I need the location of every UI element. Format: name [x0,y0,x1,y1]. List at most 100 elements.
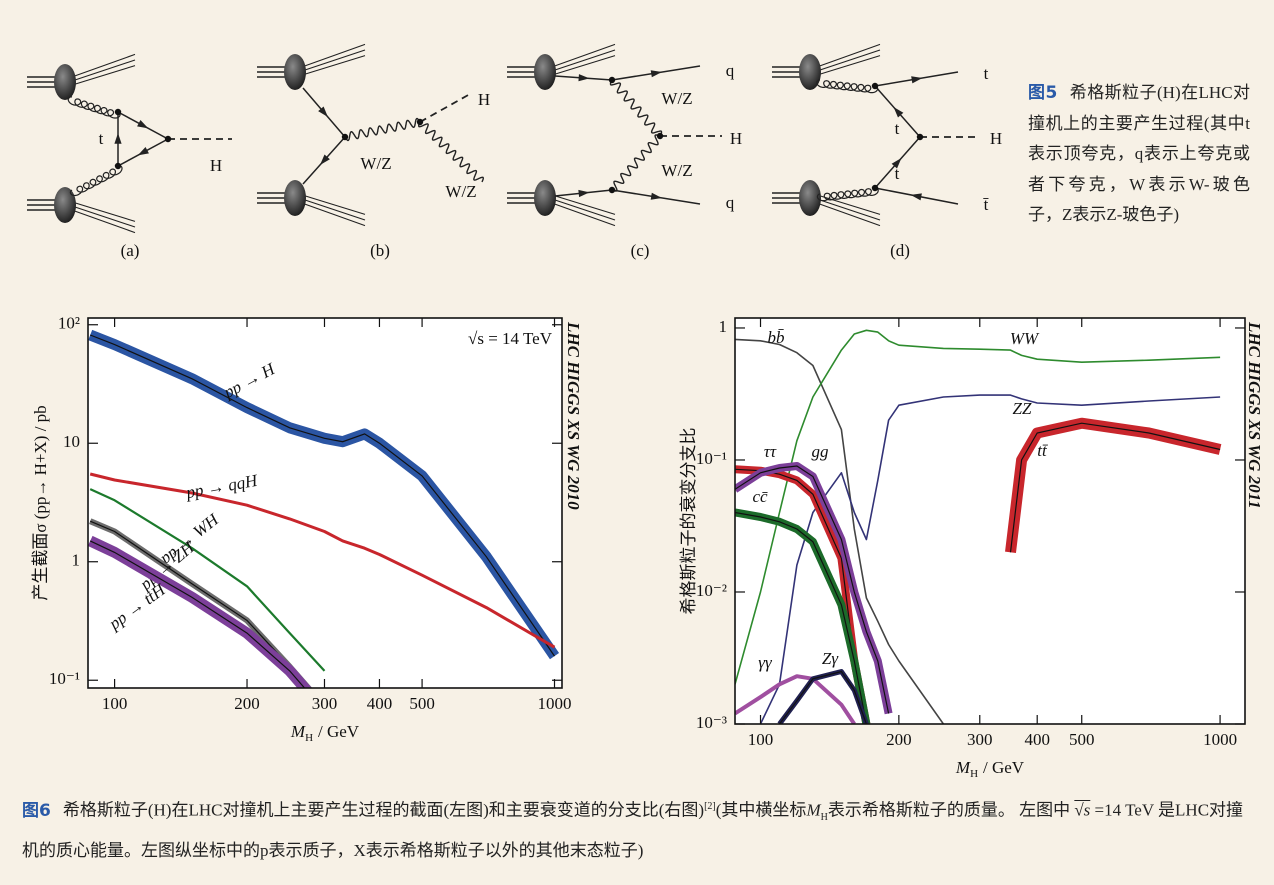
y-axis-title: 希格斯粒子的衰变分支比 [679,428,698,615]
series-label: bb̄ [768,328,785,347]
x-tick-label: 300 [967,730,993,749]
particle-line [69,54,135,78]
plot-area [735,318,1245,724]
plot-area [88,318,562,688]
particle-line [420,94,470,122]
particle-line [549,56,615,76]
x-tick-label: 1000 [1203,730,1237,749]
particle-line [814,44,880,68]
caption-text: 希格斯粒子(H)在LHC对撞机上主要产生过程的截面(左图)和主要衰变道的分支比(… [63,801,704,820]
diagram-label: (d) [890,241,910,260]
particle-line [69,205,135,227]
x-tick-label: 500 [409,694,435,713]
unit: / GeV [983,758,1025,777]
symbol: M [806,801,820,820]
boson [419,122,484,182]
vertex [115,163,121,169]
unit: / GeV [318,722,360,741]
series-label: WW [1010,329,1040,348]
subscript: H [821,812,828,823]
particle-line [69,60,135,82]
x-tick-label: 400 [367,694,393,713]
vertex [609,187,615,193]
series-label: gg [812,442,829,461]
y-tick-label: 10⁻² [696,581,727,600]
arrow [114,133,121,144]
diagram-label: H [990,129,1002,148]
gluon [817,188,878,201]
arrow [651,193,662,200]
particle-line [549,198,615,220]
proton-blob [284,54,306,90]
diagram-label: (b) [370,241,390,260]
gluon [68,97,120,118]
x-tick-label: 300 [312,694,338,713]
proton-blob [534,54,556,90]
y-tick-label: 10² [58,314,80,333]
y-tick-label: 10⁻¹ [696,449,727,468]
particle-line [814,56,880,76]
vertex [165,136,171,142]
caption-label: 图6 [22,801,51,821]
vertex [657,133,663,139]
diagram-label: (c) [631,241,650,260]
boson [611,80,662,136]
x-tick-label: 400 [1024,730,1050,749]
boson [345,119,420,141]
series-label: γγ [758,653,773,672]
particle-line [814,50,880,72]
y-tick-label: 1 [719,317,728,336]
x-tick-label: 100 [102,694,128,713]
watermark: LHC HIGGS XS WG 2011 [1245,321,1264,509]
reference: [2] [704,801,716,812]
particle-line [299,198,365,220]
series-label: ττ [764,442,777,461]
diagram-label: t [895,164,900,183]
particle-line [549,44,615,68]
vertex [417,119,423,125]
series-label: cc̄ [752,487,768,506]
diagram-label: q [726,61,735,80]
vertex [609,77,615,83]
particle-line [814,198,880,220]
symbol: M [290,722,306,741]
particle-line [814,202,880,226]
diagram-label: W/Z [445,182,476,201]
watermark: LHC HIGGS XS WG 2010 [564,321,583,510]
x-tick-label: 500 [1069,730,1095,749]
page: tH(a)W/ZHW/Z(b)qW/ZHW/Zq(c)ttHtt̄(d)pp →… [0,0,1274,885]
proton-blob [54,64,76,100]
particle-line [299,50,365,72]
x-tick-label: 100 [748,730,774,749]
symbol: M [955,758,971,777]
vertex [872,185,878,191]
proton-blob [54,187,76,223]
particle-line [549,194,615,214]
series-label: ZZ [1013,399,1032,418]
x-tick-label: 200 [234,694,260,713]
y-tick-label: 10 [63,432,80,451]
caption-text: (其中横坐标 [716,801,807,820]
annotation: √s = 14 TeV [468,329,553,348]
gluon [70,166,122,196]
series-label: Zγ [822,649,839,668]
arrow [651,70,662,77]
arrow [138,147,149,155]
proton-blob [284,180,306,216]
vertex [115,109,121,115]
caption-label: 图5 [1028,83,1057,103]
x-axis-title: MH/ GeV [290,722,360,744]
y-tick-label: 1 [72,551,81,570]
subscript: H [970,768,978,780]
boson [612,135,660,191]
particle-line [549,202,615,226]
particle-line [299,44,365,68]
diagram-label: t [984,64,989,83]
particle-line [299,56,365,76]
diagram-label: H [730,129,742,148]
diagram-label: q [726,193,735,212]
diagram-label: W/Z [661,89,692,108]
x-axis-title: MH / GeV [955,758,1025,780]
vertex [872,83,878,89]
